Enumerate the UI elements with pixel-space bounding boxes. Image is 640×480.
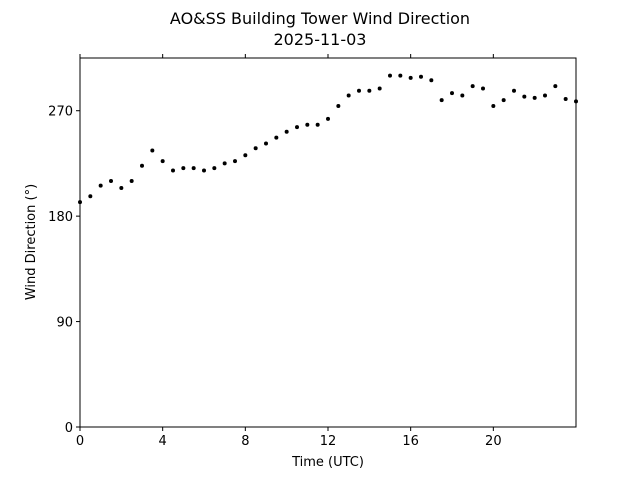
data-point [470,84,475,89]
data-point [222,161,227,166]
data-point [202,168,206,173]
data-point [563,97,568,101]
y-axis-label: Wind Direction (°) [24,184,39,300]
data-point [532,95,537,100]
data-point [181,166,186,171]
x-tick-label: 4 [159,434,167,449]
x-tick-label: 20 [485,434,502,449]
data-point [212,166,217,171]
data-point [491,104,496,109]
x-tick-label: 0 [76,434,84,449]
data-point [171,168,175,173]
data-point [481,86,485,91]
data-point [553,84,558,89]
plot-frame [79,57,577,428]
data-point [460,93,465,98]
data-point [88,194,93,199]
data-point [253,146,258,151]
data-point [450,91,454,96]
data-point [346,93,351,98]
data-point [129,179,134,183]
data-point [408,75,413,80]
data-point [264,141,268,146]
data-point [274,135,279,140]
data-point [336,104,341,109]
data-point [419,74,423,79]
data-point [388,73,392,78]
data-point [150,148,155,153]
data-point [191,166,196,171]
data-point [429,78,434,83]
data-point [367,88,372,93]
data-point [543,93,547,98]
y-tick-label: 270 [48,105,73,120]
data-point [522,94,527,99]
data-point [295,125,299,130]
data-point [326,116,330,121]
data-point [284,129,289,134]
y-tick-label: 180 [48,210,73,225]
data-point [109,179,113,183]
x-tick-label: 12 [320,434,337,449]
data-point [305,122,310,127]
data-point [315,122,320,127]
x-axis: 0 4 8 12 16 20 [76,54,502,449]
chart-subtitle: 2025-11-03 [274,30,367,49]
data-point [233,159,237,164]
x-tick-label: 16 [402,434,419,449]
chart-title: AO&SS Building Tower Wind Direction [170,9,470,28]
data-point [439,98,444,103]
y-tick-label: 90 [56,316,73,331]
data-point [160,159,165,164]
y-axis: 0 90 180 270 [48,105,80,436]
data-point [140,163,144,168]
data-point [357,88,361,93]
data-point [119,186,124,191]
y-tick-label: 0 [65,421,73,436]
x-axis-label: Time (UTC) [291,455,364,470]
data-point [501,98,506,103]
data-points [78,73,578,205]
x-tick-label: 8 [241,434,249,449]
data-point [398,73,403,78]
data-point [377,86,382,91]
data-point [98,183,103,188]
data-point [243,153,248,158]
data-point [512,88,516,93]
